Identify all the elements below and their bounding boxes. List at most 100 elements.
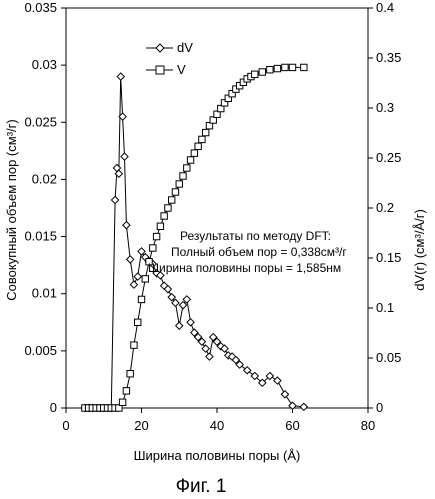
dv-point bbox=[120, 152, 129, 161]
legend-item-dv: dV bbox=[146, 40, 193, 55]
right-tick-label: 0.15 bbox=[376, 250, 401, 265]
right-tick-label: 0 bbox=[376, 400, 383, 415]
v-point bbox=[122, 387, 131, 395]
dv-point bbox=[280, 389, 290, 399]
left-tick-label: 0.03 bbox=[32, 57, 57, 72]
left-axis-ticks: 0 0.005 0.01 0.015 0.02 0.025 0.03 0.035 bbox=[24, 0, 66, 415]
dv-point bbox=[163, 284, 173, 294]
dv-point bbox=[257, 378, 267, 388]
v-point bbox=[126, 370, 134, 378]
dv-point bbox=[205, 352, 214, 361]
dv-point bbox=[231, 355, 241, 365]
left-tick-label: 0.005 bbox=[24, 343, 57, 358]
v-point bbox=[251, 70, 259, 78]
dv-point bbox=[171, 298, 180, 308]
right-tick-label: 0.3 bbox=[376, 100, 394, 115]
left-axis-label: Совокупный объем пор (см³/г) bbox=[4, 119, 19, 300]
right-tick-label: 0.35 bbox=[376, 50, 401, 65]
v-point bbox=[288, 63, 297, 72]
v-point bbox=[156, 222, 165, 230]
v-point bbox=[201, 128, 210, 137]
right-tick-label: 0.05 bbox=[376, 350, 401, 365]
dv-point bbox=[273, 376, 282, 385]
v-point bbox=[213, 110, 221, 118]
v-point bbox=[118, 398, 127, 406]
dv-point bbox=[133, 272, 143, 281]
legend-diamond-marker bbox=[155, 43, 165, 53]
v-point bbox=[273, 64, 282, 73]
right-tick-label: 0.1 bbox=[376, 300, 394, 315]
v-point bbox=[149, 244, 157, 252]
legend-label-dv: dV bbox=[177, 40, 193, 55]
dv-point bbox=[186, 317, 195, 327]
v-point bbox=[130, 341, 138, 349]
right-tick-label: 0.25 bbox=[376, 150, 401, 165]
x-axis-label: Ширина половины поры (Å) bbox=[134, 448, 301, 463]
legend: dV V bbox=[146, 40, 193, 77]
x-tick-label: 40 bbox=[210, 418, 224, 433]
dv-point bbox=[114, 169, 124, 179]
v-point bbox=[134, 318, 142, 326]
v-point bbox=[183, 164, 191, 172]
dv-point bbox=[212, 337, 222, 347]
left-tick-label: 0.02 bbox=[32, 171, 57, 186]
dv-point bbox=[265, 371, 275, 381]
dv-point bbox=[118, 112, 127, 121]
dv-point bbox=[182, 295, 192, 304]
dv-point bbox=[122, 220, 131, 230]
v-point bbox=[152, 232, 161, 241]
right-tick-label: 0.2 bbox=[376, 200, 394, 215]
dv-point bbox=[156, 271, 165, 280]
v-point bbox=[217, 104, 225, 113]
plot-frame bbox=[65, 7, 369, 409]
dv-point bbox=[208, 332, 218, 342]
dv-point bbox=[178, 300, 188, 310]
v-point bbox=[141, 275, 149, 283]
x-axis-ticks: 0 20 40 60 80 bbox=[62, 408, 375, 433]
series-v bbox=[81, 63, 308, 412]
dv-point bbox=[167, 292, 177, 302]
v-point bbox=[186, 156, 195, 164]
v-point bbox=[224, 94, 233, 102]
x-tick-label: 80 bbox=[361, 418, 375, 433]
dv-point bbox=[190, 328, 199, 337]
legend-square-marker bbox=[155, 65, 165, 75]
v-point bbox=[205, 122, 214, 130]
dv-point bbox=[137, 247, 146, 256]
dv-point bbox=[116, 72, 126, 81]
dft-results-annotation: Результаты по методу DFT: Полный объем п… bbox=[148, 229, 347, 275]
left-tick-label: 0.01 bbox=[32, 286, 57, 301]
left-tick-label: 0.025 bbox=[24, 114, 57, 129]
v-point bbox=[160, 212, 168, 220]
v-point bbox=[175, 180, 183, 188]
v-point bbox=[115, 404, 123, 412]
dv-point bbox=[197, 337, 207, 347]
v-point bbox=[266, 66, 274, 74]
annotation-line-3: Ширина половины поры = 1,585нм bbox=[148, 261, 341, 275]
legend-label-v: V bbox=[177, 62, 186, 77]
dv-point bbox=[174, 321, 184, 331]
right-axis-ticks: 0 0.05 0.1 0.15 0.2 0.25 0.3 0.35 0.4 bbox=[368, 0, 401, 415]
figure-caption: Фиг. 1 bbox=[176, 476, 227, 497]
x-tick-label: 60 bbox=[285, 418, 299, 433]
annotation-line-2: Полный объем пор = 0,338см³/г bbox=[171, 245, 347, 259]
v-point bbox=[190, 149, 199, 157]
dv-point bbox=[242, 365, 252, 375]
v-point bbox=[258, 68, 267, 76]
v-point bbox=[194, 142, 202, 150]
x-tick-label: 0 bbox=[62, 418, 69, 433]
v-point bbox=[300, 63, 308, 72]
v-point bbox=[164, 204, 172, 212]
left-tick-label: 0 bbox=[50, 400, 57, 415]
v-point bbox=[145, 258, 153, 266]
dv-point bbox=[110, 195, 120, 205]
series-layer bbox=[80, 63, 309, 413]
dv-point bbox=[125, 255, 135, 264]
dv-point bbox=[220, 344, 229, 353]
legend-item-v: V bbox=[146, 62, 186, 77]
dv-point bbox=[250, 371, 260, 381]
v-point bbox=[171, 188, 180, 196]
v-point bbox=[198, 135, 206, 144]
v-point bbox=[179, 172, 187, 180]
